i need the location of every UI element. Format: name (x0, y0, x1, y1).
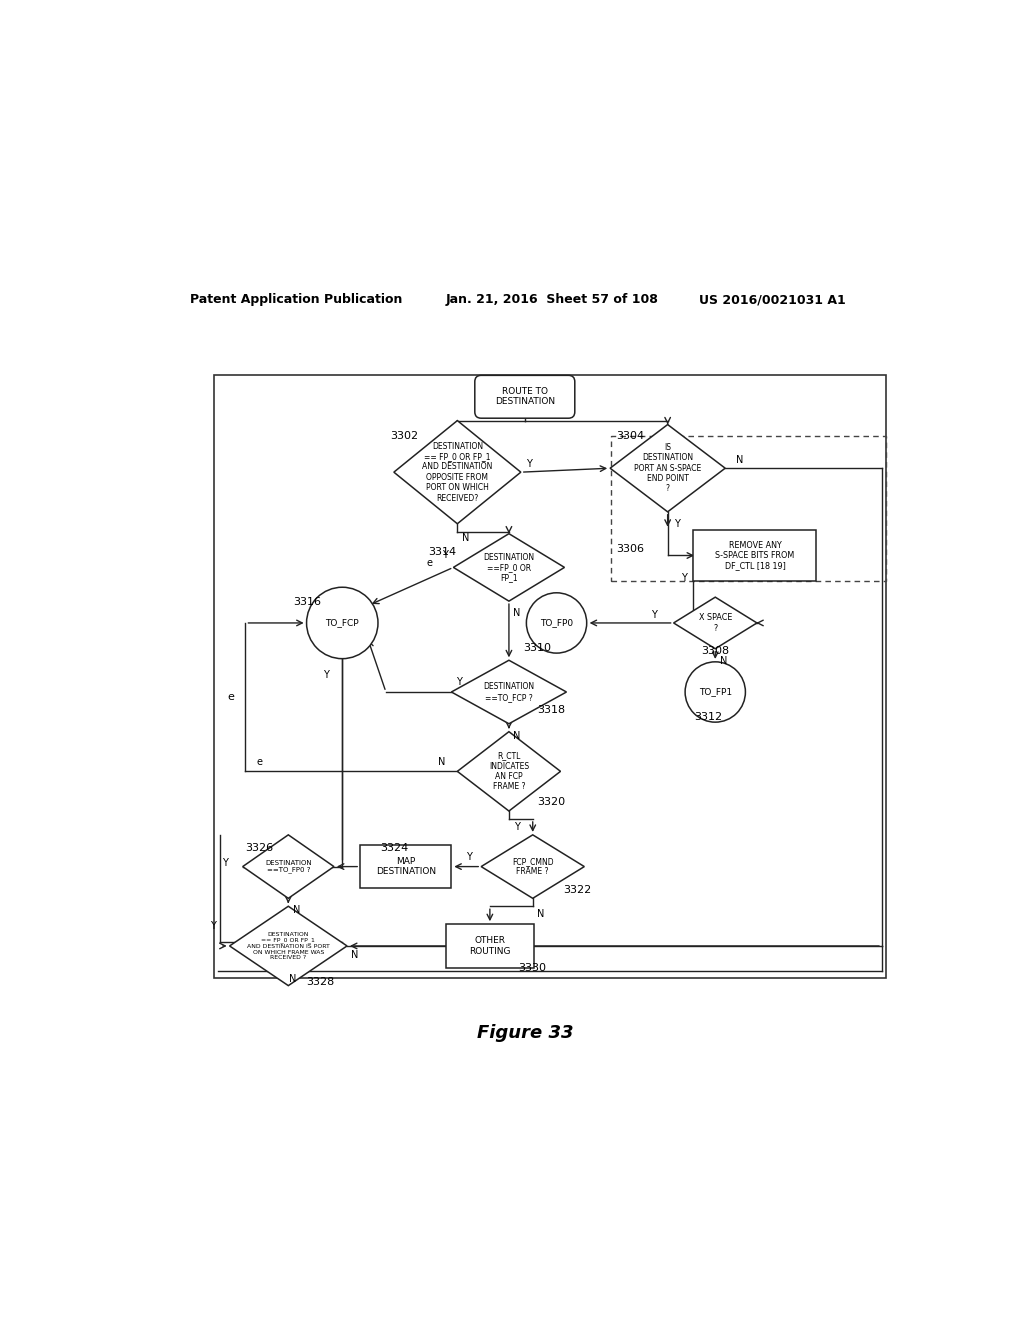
Text: 3316: 3316 (293, 597, 322, 606)
Text: N: N (513, 609, 520, 618)
Polygon shape (243, 834, 334, 899)
Text: N: N (289, 974, 296, 985)
Text: Jan. 21, 2016  Sheet 57 of 108: Jan. 21, 2016 Sheet 57 of 108 (445, 293, 658, 306)
Polygon shape (394, 421, 521, 524)
Text: Y: Y (681, 573, 687, 582)
Circle shape (685, 661, 745, 722)
Text: N: N (438, 756, 445, 767)
Text: N: N (351, 950, 358, 961)
Text: Y: Y (526, 459, 531, 469)
Text: IS
DESTINATION
PORT AN S-SPACE
END POINT
?: IS DESTINATION PORT AN S-SPACE END POINT… (634, 444, 701, 494)
Text: N: N (513, 731, 520, 741)
Bar (360, 845, 452, 888)
Bar (693, 529, 816, 581)
Text: 3330: 3330 (518, 964, 547, 973)
Text: ROUTE TO
DESTINATION: ROUTE TO DESTINATION (495, 387, 555, 407)
Text: 3304: 3304 (616, 432, 644, 441)
Text: US 2016/0021031 A1: US 2016/0021031 A1 (699, 293, 846, 306)
Bar (214, 375, 886, 978)
Polygon shape (674, 597, 757, 648)
Text: DESTINATION
==TO_FCP ?: DESTINATION ==TO_FCP ? (483, 682, 535, 702)
Polygon shape (229, 907, 347, 986)
Text: OTHER
ROUTING: OTHER ROUTING (469, 936, 511, 956)
Bar (610, 437, 886, 581)
Text: 3302: 3302 (390, 432, 418, 441)
Text: TO_FP1: TO_FP1 (698, 688, 732, 697)
Text: Figure 33: Figure 33 (476, 1024, 573, 1043)
Text: Y: Y (651, 610, 656, 620)
Circle shape (526, 593, 587, 653)
Text: TO_FCP: TO_FCP (326, 619, 359, 627)
Text: Y: Y (222, 858, 228, 867)
Text: 3326: 3326 (246, 842, 273, 853)
Text: R_CTL
INDICATES
AN FCP
FRAME ?: R_CTL INDICATES AN FCP FRAME ? (488, 751, 529, 792)
Text: DESTINATION
==FP_0 OR
FP_1: DESTINATION ==FP_0 OR FP_1 (483, 553, 535, 582)
Text: 3318: 3318 (538, 705, 565, 715)
Text: 3308: 3308 (701, 645, 729, 656)
Text: e: e (257, 756, 263, 767)
Text: N: N (293, 906, 300, 915)
Text: TO_FP0: TO_FP0 (540, 619, 573, 627)
Text: Patent Application Publication: Patent Application Publication (189, 293, 402, 306)
Text: Y: Y (324, 669, 330, 680)
Polygon shape (458, 731, 560, 810)
Text: 3324: 3324 (380, 842, 409, 853)
Text: 3328: 3328 (306, 977, 335, 986)
FancyBboxPatch shape (475, 375, 574, 418)
Text: DESTINATION
==TO_FP0 ?: DESTINATION ==TO_FP0 ? (265, 859, 311, 874)
Text: N: N (537, 909, 545, 919)
Text: N: N (736, 455, 743, 465)
Text: e: e (227, 692, 234, 702)
Polygon shape (454, 533, 564, 601)
Text: 3312: 3312 (694, 711, 723, 722)
Text: N: N (462, 533, 469, 543)
Text: e: e (427, 558, 432, 569)
Text: REMOVE ANY
S-SPACE BITS FROM
DF_CTL [18 19]: REMOVE ANY S-SPACE BITS FROM DF_CTL [18 … (716, 541, 795, 570)
Text: 3320: 3320 (538, 796, 565, 807)
Bar (446, 924, 534, 968)
Text: DESTINATION
== FP_0 OR FP_1
AND DESTINATION IS PORT
ON WHICH FRAME WAS
RECEIVED : DESTINATION == FP_0 OR FP_1 AND DESTINAT… (247, 932, 330, 961)
Text: Y: Y (466, 853, 472, 862)
Polygon shape (610, 425, 725, 512)
Text: Y: Y (210, 921, 216, 931)
Text: X SPACE
?: X SPACE ? (698, 614, 732, 632)
Text: Y: Y (514, 822, 520, 832)
Text: 3314: 3314 (428, 546, 456, 557)
Circle shape (306, 587, 378, 659)
Text: 3322: 3322 (563, 886, 591, 895)
Polygon shape (481, 834, 585, 899)
Text: MAP
DESTINATION: MAP DESTINATION (376, 857, 436, 876)
Text: FCP_CMND
FRAME ?: FCP_CMND FRAME ? (512, 857, 554, 876)
Polygon shape (452, 660, 566, 723)
Text: Y: Y (674, 519, 680, 529)
Text: 3306: 3306 (616, 544, 644, 554)
Text: Y: Y (457, 677, 462, 688)
Text: N: N (720, 656, 727, 665)
Text: Y: Y (442, 550, 449, 561)
Text: DESTINATION
== FP_0 OR FP_1
AND DESTINATION
OPPOSITE FROM
PORT ON WHICH
RECEIVED: DESTINATION == FP_0 OR FP_1 AND DESTINAT… (422, 442, 493, 503)
Text: 3310: 3310 (523, 643, 551, 652)
